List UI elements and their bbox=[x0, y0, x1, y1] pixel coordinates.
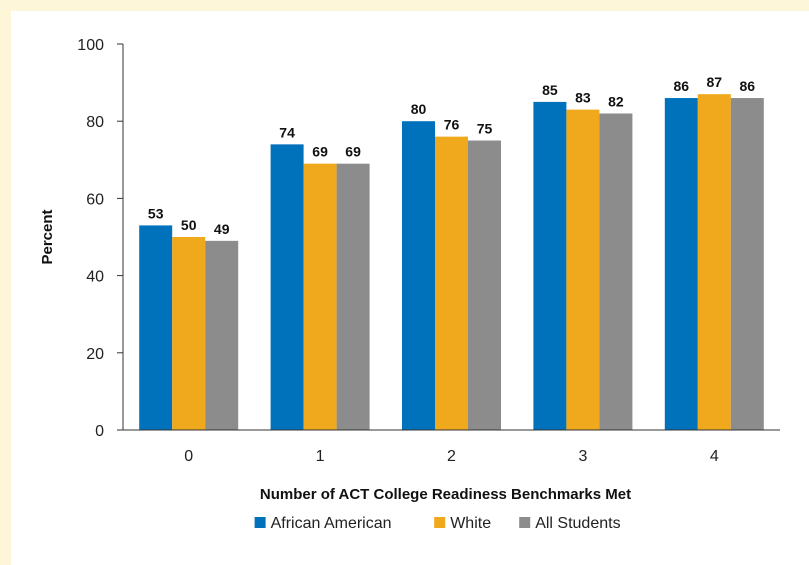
chart-panel: 0 20 40 60 80 100 53 50 49 74 69 69 80 76 75 85 83 82 86 8… bbox=[11, 11, 809, 565]
bar-all-students-4 bbox=[730, 98, 764, 430]
y-tick-label: 40 bbox=[86, 269, 104, 286]
bar-white-0 bbox=[172, 237, 206, 430]
bar-white-3 bbox=[566, 109, 600, 431]
data-label: 85 bbox=[542, 82, 558, 98]
legend: African American White All Students bbox=[254, 515, 621, 532]
data-label: 50 bbox=[181, 217, 197, 233]
bar-all-students-3 bbox=[599, 113, 633, 430]
x-tick-label: 3 bbox=[578, 448, 587, 465]
bar-all-students-0 bbox=[205, 240, 239, 430]
bar-all-students-2 bbox=[468, 140, 501, 430]
bar-african-american-2 bbox=[402, 121, 435, 430]
data-label: 53 bbox=[148, 205, 164, 221]
bar-white-1 bbox=[303, 163, 337, 430]
legend-swatch bbox=[434, 517, 446, 528]
legend-swatch bbox=[254, 517, 266, 528]
x-tick-label: 1 bbox=[316, 448, 325, 465]
x-tick-label: 2 bbox=[447, 448, 456, 465]
bar-white-4 bbox=[697, 94, 731, 431]
data-label: 80 bbox=[411, 101, 427, 117]
data-label: 87 bbox=[707, 74, 723, 90]
data-label: 74 bbox=[279, 124, 295, 140]
data-label: 69 bbox=[312, 144, 328, 160]
bar-african-american-1 bbox=[270, 144, 304, 431]
bar-african-american-0 bbox=[139, 225, 173, 430]
x-tick-label: 4 bbox=[710, 448, 719, 465]
data-label: 82 bbox=[608, 93, 624, 109]
data-label: 49 bbox=[214, 221, 230, 237]
data-label: 86 bbox=[740, 78, 756, 94]
y-tick-label: 0 bbox=[95, 423, 104, 440]
data-label: 86 bbox=[674, 78, 690, 94]
y-axis-title: Percent bbox=[39, 209, 56, 264]
bar-white-2 bbox=[435, 136, 468, 430]
bar-african-american-4 bbox=[664, 98, 698, 430]
data-label: 75 bbox=[477, 121, 493, 137]
legend-label: African American bbox=[271, 515, 392, 532]
y-tick-label: 60 bbox=[86, 191, 104, 208]
x-axis-title: Number of ACT College Readiness Benchmar… bbox=[260, 486, 631, 503]
y-tick-label: 20 bbox=[86, 346, 104, 363]
data-label: 69 bbox=[345, 144, 361, 160]
x-tick-label: 0 bbox=[184, 448, 193, 465]
bar-all-students-1 bbox=[336, 163, 370, 430]
legend-label: White bbox=[450, 515, 491, 532]
y-tick-label: 80 bbox=[86, 114, 104, 131]
data-label: 83 bbox=[575, 90, 591, 106]
y-tick-label: 100 bbox=[77, 37, 104, 54]
legend-swatch bbox=[519, 517, 531, 528]
legend-label: All Students bbox=[535, 515, 620, 532]
data-label: 76 bbox=[444, 117, 460, 133]
bar-african-american-3 bbox=[533, 101, 567, 431]
